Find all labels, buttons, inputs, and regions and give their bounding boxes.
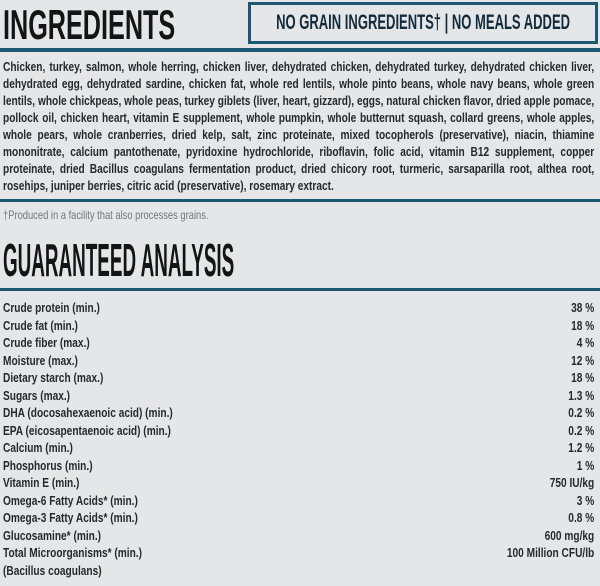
analysis-row-value: 18 % <box>571 370 595 385</box>
analysis-row-value: 1.3 % <box>568 387 595 403</box>
analysis-row: Calcium (min.) 1.2 % <box>3 439 594 457</box>
analysis-row: Sugars (max.) 1.3 % <box>3 387 594 405</box>
analysis-row-label: Moisture (max.) <box>3 352 78 368</box>
analysis-row-label: Omega-6 Fatty Acids* (min.) <box>3 492 138 508</box>
analysis-row-value: 12 % <box>571 352 595 368</box>
analysis-row: Phosphorus (min.) 1 % <box>3 457 594 475</box>
analysis-row-label: Crude fat (min.) <box>3 317 78 333</box>
header-divider <box>0 48 600 52</box>
analysis-row-value: 0.2 % <box>568 405 595 420</box>
analysis-row: EPA (eicosapentaenoic acid) (min.) 0.2 % <box>3 422 594 440</box>
footnote-section: †Produced in a facility that also proces… <box>3 208 597 223</box>
analysis-row-label: Calcium (min.) <box>3 440 73 455</box>
analysis-row-value: 0.2 % <box>568 422 595 438</box>
analysis-row-label: Vitamin E (min.) <box>3 475 80 490</box>
analysis-row: Dietary starch (max.) 18 % <box>3 369 594 387</box>
analysis-divider <box>0 288 600 291</box>
guaranteed-analysis-table: Crude protein (min.) 38 % Crude fat (min… <box>3 299 597 579</box>
analysis-row-value: 100 Million CFU/lb <box>506 545 595 560</box>
analysis-row-label: Total Microorganisms* (min.) <box>3 545 142 560</box>
analysis-row-label: Dietary starch (max.) <box>3 370 104 385</box>
analysis-row-label: Sugars (max.) <box>3 387 71 403</box>
analysis-row: Glucosamine* (min.) 600 mg/kg <box>3 527 594 545</box>
analysis-row-value: 1 % <box>576 457 595 473</box>
analysis-row-label: EPA (eicosapentaenoic acid) (min.) <box>3 422 171 438</box>
analysis-row-value: 1.2 % <box>568 440 595 455</box>
analysis-row-value: 38 % <box>571 300 595 315</box>
ingredients-text: Chicken, turkey, salmon, whole herring, … <box>3 59 595 193</box>
analysis-row: DHA (docosahexaenoic acid) (min.) 0.2 % <box>3 404 594 422</box>
analysis-row-label: Crude protein (min.) <box>3 300 100 315</box>
analysis-row-label: Omega-3 Fatty Acids* (min.) <box>3 510 138 525</box>
footnote-divider <box>0 199 600 202</box>
no-grain-badge: NO GRAIN INGREDIENTS† | NO MEALS ADDED <box>248 2 598 44</box>
analysis-row-label: Crude fiber (max.) <box>3 335 90 350</box>
analysis-row: Crude fat (min.) 18 % <box>3 317 594 335</box>
analysis-row-label: (Bacillus coagulans) <box>3 562 102 578</box>
no-grain-badge-text: NO GRAIN INGREDIENTS† | NO MEALS ADDED <box>276 11 570 34</box>
analysis-row: Crude protein (min.) 38 % <box>3 299 594 317</box>
guaranteed-analysis-title: GUARANTEED ANALYSIS <box>3 234 235 286</box>
analysis-row: (Bacillus coagulans) <box>3 562 594 580</box>
analysis-row-value: 3 % <box>576 492 595 508</box>
analysis-row: Omega-6 Fatty Acids* (min.) 3 % <box>3 492 594 510</box>
analysis-row: Moisture (max.) 12 % <box>3 352 594 370</box>
analysis-row: Crude fiber (max.) 4 % <box>3 334 594 352</box>
analysis-row: Vitamin E (min.) 750 IU/kg <box>3 474 594 492</box>
ingredients-title: INGREDIENTS <box>3 1 176 48</box>
analysis-row-label: DHA (docosahexaenoic acid) (min.) <box>3 405 173 420</box>
analysis-row: Omega-3 Fatty Acids* (min.) 0.8 % <box>3 509 594 527</box>
footnote-text: †Produced in a facility that also proces… <box>3 208 209 222</box>
analysis-row-value: 750 IU/kg <box>549 475 595 490</box>
analysis-row-value: 0.8 % <box>568 510 595 525</box>
ingredients-header: INGREDIENTS NO GRAIN INGREDIENTS† | NO M… <box>0 0 600 48</box>
analysis-row-value: 18 % <box>571 317 595 333</box>
analysis-row: Total Microorganisms* (min.) 100 Million… <box>3 544 594 562</box>
analysis-row-value: 4 % <box>576 335 595 350</box>
analysis-row-value: 600 mg/kg <box>544 527 595 543</box>
analysis-section: Crude protein (min.) 38 % Crude fat (min… <box>3 299 597 579</box>
ingredients-section: Chicken, turkey, salmon, whole herring, … <box>3 58 597 194</box>
analysis-row-label: Phosphorus (min.) <box>3 457 93 473</box>
analysis-row-label: Glucosamine* (min.) <box>3 527 102 543</box>
